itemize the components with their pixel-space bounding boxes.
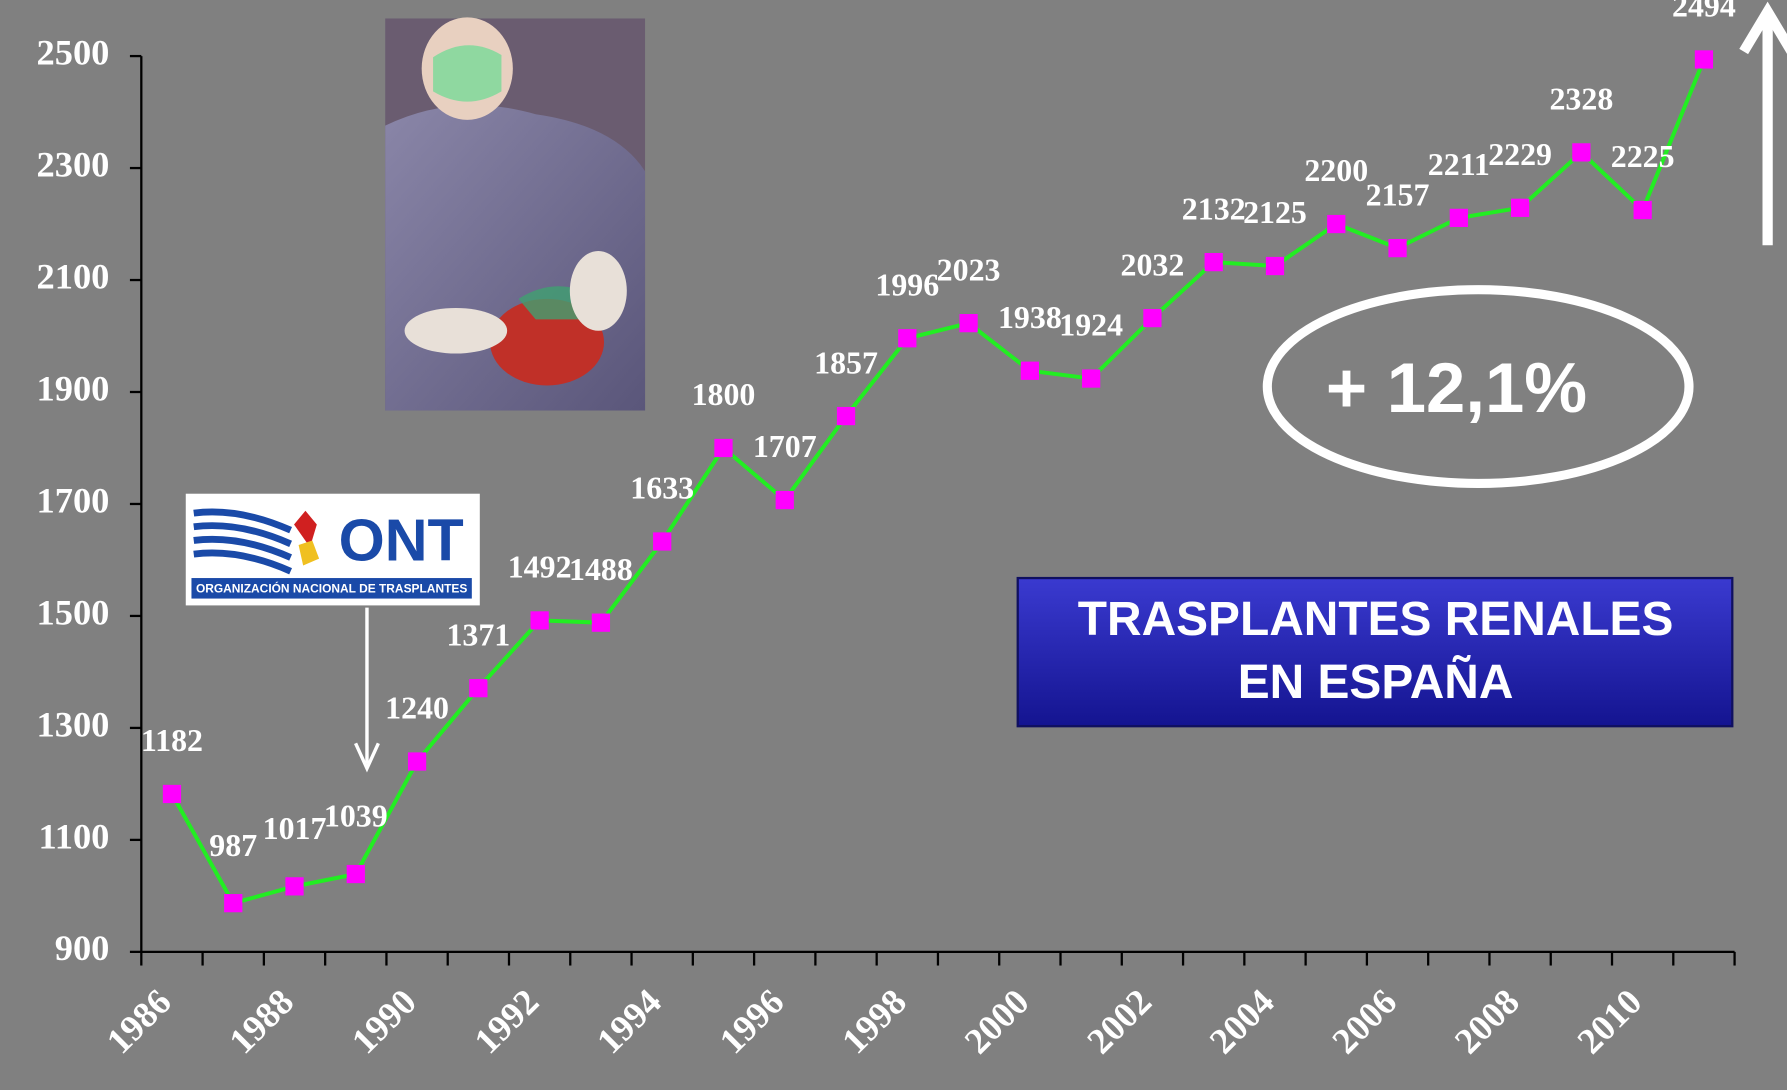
logo: ONT ORGANIZACIÓN NACIONAL DE TRASPLANTES: [185, 493, 480, 606]
data-label: 2229: [1488, 137, 1552, 172]
y-tick-label: 1100: [39, 816, 110, 856]
data-label: 1488: [569, 552, 633, 587]
data-label: 1857: [814, 345, 878, 380]
annotation: + 12,1%: [1326, 348, 1587, 427]
marker: [285, 877, 304, 896]
marker: [224, 894, 243, 913]
marker: [591, 613, 611, 632]
logo-caption: ORGANIZACIÓN NACIONAL DE TRASPLANTES: [196, 581, 467, 596]
marker: [1449, 208, 1468, 227]
marker: [714, 438, 733, 458]
marker: [959, 314, 978, 333]
marker: [346, 864, 365, 884]
data-label: 1938: [998, 300, 1062, 335]
chart-title: TRASPLANTES RENALES: [1078, 593, 1674, 646]
marker: [1143, 308, 1162, 328]
marker: [1510, 198, 1530, 217]
data-label: 1707: [753, 429, 817, 464]
data-label: 2132: [1182, 191, 1246, 226]
marker: [469, 679, 488, 698]
data-label: 1996: [875, 267, 939, 302]
y-tick-label: 2500: [37, 32, 110, 72]
up-arrow: [1739, 1, 1787, 246]
highlight-ellipse: [1262, 285, 1694, 489]
data-label: 2023: [937, 252, 1001, 287]
down-arrow: [354, 607, 380, 773]
marker: [1020, 361, 1039, 380]
marker: [653, 532, 672, 551]
y-tick-label: 1500: [37, 592, 110, 632]
marker: [162, 784, 182, 804]
data-label: 2032: [1121, 247, 1185, 282]
y-tick-label: 900: [55, 928, 110, 968]
marker: [530, 611, 549, 630]
data-label: 1800: [692, 377, 756, 412]
y-tick-label: 1700: [37, 480, 110, 520]
y-tick-label: 1300: [37, 704, 110, 744]
data-label: 2211: [1428, 147, 1490, 182]
data-label: 1924: [1059, 308, 1123, 343]
y-tick-label: 2100: [37, 256, 110, 296]
title-box: [1016, 576, 1734, 728]
data-label: 1017: [263, 811, 327, 846]
chart-title: EN ESPAÑA: [1238, 654, 1514, 709]
data-label: 1182: [141, 723, 203, 758]
marker: [1265, 256, 1285, 276]
marker: [1694, 50, 1714, 69]
marker: [1572, 143, 1591, 162]
photo: [385, 17, 646, 411]
data-label: 2200: [1304, 153, 1368, 188]
data-label: 2225: [1611, 139, 1675, 174]
marker: [1204, 252, 1223, 272]
y-tick-label: 2300: [37, 144, 110, 184]
data-label: 2157: [1366, 177, 1430, 212]
marker: [836, 406, 856, 426]
data-label: 1633: [630, 471, 694, 506]
data-label: 987: [209, 828, 257, 863]
marker: [775, 490, 794, 510]
data-label: 1492: [508, 550, 572, 585]
data-label: 1371: [446, 617, 510, 652]
data-label: 2328: [1549, 82, 1613, 117]
data-label: 1240: [385, 691, 449, 726]
y-tick-label: 1900: [37, 368, 110, 408]
line: [170, 58, 1706, 906]
marker: [1082, 369, 1101, 388]
data-label: 2494: [1672, 0, 1736, 24]
marker: [1327, 214, 1346, 234]
data-label: 1039: [324, 799, 388, 834]
logo-mark: ONT: [339, 507, 464, 574]
marker: [898, 329, 917, 348]
marker: [407, 752, 427, 771]
marker: [1633, 200, 1652, 220]
marker: [1388, 238, 1407, 258]
data-label: 2125: [1243, 195, 1307, 230]
